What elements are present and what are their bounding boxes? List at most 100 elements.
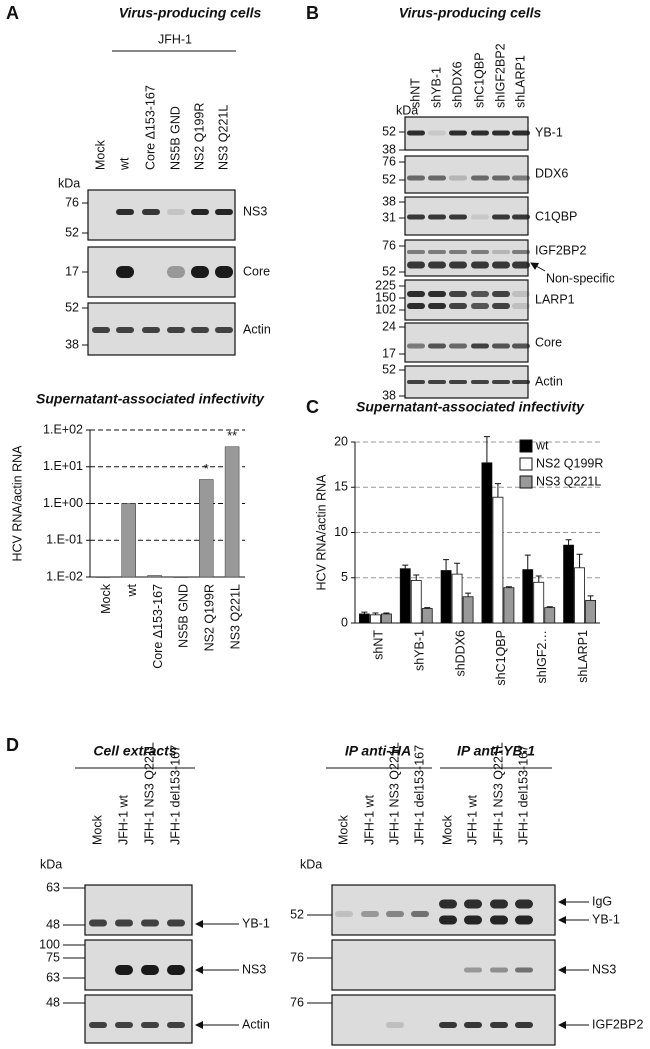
band: [490, 915, 508, 925]
bar: [503, 587, 515, 624]
bar: [173, 576, 188, 578]
band: [492, 380, 510, 384]
bar: [585, 599, 596, 624]
error-bar: [565, 539, 572, 546]
band: [407, 130, 425, 136]
y-tick-label: 1.E+00: [43, 496, 83, 510]
band: [116, 266, 134, 278]
group-label: JFH-1: [158, 32, 192, 46]
marker-label: 100: [39, 937, 60, 951]
band: [471, 291, 489, 297]
marker-label: 63: [46, 970, 60, 984]
band: [115, 1022, 133, 1028]
bar: [410, 580, 422, 624]
band: [407, 214, 425, 220]
band: [428, 130, 446, 136]
y-tick-label: 1.E-01: [46, 533, 83, 547]
marker-label: 76: [65, 195, 79, 209]
y-tick-label: 1.E-02: [46, 569, 83, 583]
x-tick-label: NS3 Q221L: [228, 584, 242, 649]
bar: [421, 608, 433, 624]
band: [191, 327, 209, 333]
blot-label: DDX6: [535, 166, 568, 180]
blot: [331, 939, 556, 991]
band: [116, 209, 134, 215]
band: [428, 291, 446, 297]
band: [428, 214, 446, 220]
band: [492, 175, 510, 181]
band: [512, 303, 530, 309]
marker-label: 52: [382, 264, 396, 278]
band: [407, 291, 425, 297]
lane-label: JFH-1 del153-167: [168, 745, 182, 845]
band: [428, 175, 446, 181]
band: [490, 967, 508, 973]
x-tick-label: NS2 Q199R: [203, 584, 217, 651]
marker-label: 38: [65, 337, 79, 351]
blot-label: C1QBP: [535, 209, 577, 223]
band: [492, 214, 510, 220]
bar: [522, 569, 534, 624]
error-bar: [465, 592, 472, 597]
band: [512, 250, 530, 254]
bar: [147, 575, 162, 578]
bar: [199, 479, 214, 578]
kda-label: kDa: [40, 857, 62, 871]
x-tick-label: Mock: [99, 583, 113, 614]
band: [449, 343, 467, 349]
band: [471, 261, 489, 269]
band: [92, 327, 110, 333]
band: [411, 911, 429, 917]
marker-label: 102: [375, 302, 396, 316]
error-bar: [361, 611, 368, 614]
x-tick-label: NS5B GND: [177, 584, 191, 648]
error-bar: [494, 483, 501, 498]
marker-label: 38: [382, 388, 396, 402]
legend-swatch: [519, 475, 533, 489]
blot-label: Core: [535, 335, 562, 349]
band: [428, 250, 446, 254]
band: [428, 303, 446, 309]
x-tick-label: shIGF2…: [535, 630, 549, 684]
error-bar: [576, 553, 583, 568]
band: [215, 266, 233, 278]
blot: [84, 884, 193, 936]
band: [335, 911, 353, 917]
panel-title: IP anti-YB-1: [457, 743, 535, 759]
lane-label: Core Δ153-167: [143, 85, 157, 170]
x-tick-label: shYB-1: [413, 630, 427, 671]
error-bar: [402, 564, 409, 569]
blot-label: YB-1: [535, 125, 563, 139]
x-tick-label: shNT: [372, 630, 386, 660]
y-axis-label: HCV RNA/actin RNA: [314, 474, 328, 591]
blot: [404, 155, 529, 194]
y-tick-label: 1.E+02: [43, 422, 83, 436]
band: [115, 919, 133, 927]
blot-label: IGF2BP2: [592, 1017, 643, 1031]
marker-label: 52: [382, 362, 396, 376]
x-tick-label: shDDX6: [453, 630, 467, 677]
lane-label: JFH-1 wt: [465, 794, 479, 845]
lane-label: JFH-1 NS3 Q221L: [387, 742, 401, 845]
y-tick-label: 10: [334, 525, 348, 539]
blot: [404, 322, 529, 363]
band: [512, 214, 530, 220]
band: [191, 209, 209, 215]
blot-label: Core: [243, 264, 270, 278]
panel-label: B: [306, 3, 319, 23]
band: [471, 175, 489, 181]
lane-label: JFH-1 wt: [116, 794, 130, 845]
marker-label: 52: [65, 300, 79, 314]
lane-label: shDDX6: [450, 61, 464, 108]
band: [167, 266, 185, 278]
band: [167, 1022, 185, 1028]
marker-label: 52: [382, 172, 396, 186]
marker-label: 48: [46, 917, 60, 931]
band: [512, 130, 530, 136]
x-tick-label: wt: [125, 583, 139, 597]
band: [167, 209, 185, 215]
y-tick-label: 15: [334, 480, 348, 494]
marker-label: 75: [46, 950, 60, 964]
marker-label: 76: [290, 950, 304, 964]
lane-label: NS3 Q221L: [216, 105, 230, 170]
